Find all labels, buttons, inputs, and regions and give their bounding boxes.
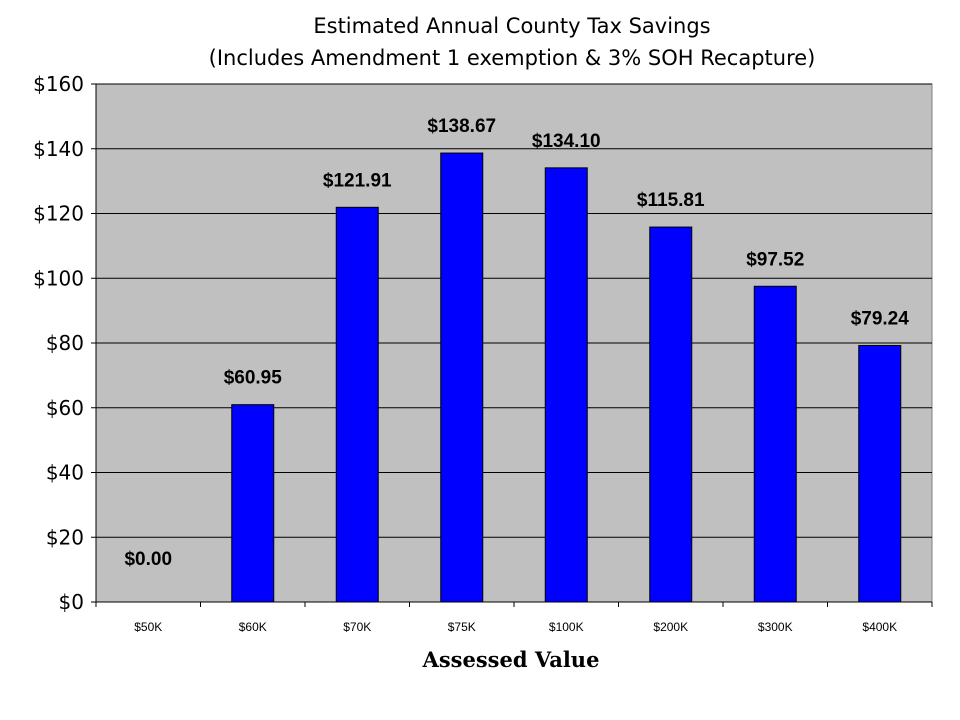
y-tick-label: $120 bbox=[33, 202, 84, 226]
x-tick-label: $200K bbox=[653, 620, 688, 634]
chart-title: Estimated Annual County Tax Savings bbox=[313, 14, 711, 38]
y-tick-label: $80 bbox=[46, 331, 84, 355]
data-label: $121.91 bbox=[323, 170, 392, 191]
data-label: $79.24 bbox=[851, 308, 910, 329]
x-tick-label: $50K bbox=[134, 620, 162, 634]
bar bbox=[335, 206, 379, 603]
x-tick-label: $60K bbox=[239, 620, 267, 634]
bars bbox=[231, 152, 902, 603]
y-tick-label: $0 bbox=[59, 590, 84, 614]
bar bbox=[440, 152, 484, 603]
bar bbox=[544, 167, 588, 603]
x-tick-label: $100K bbox=[549, 620, 584, 634]
data-label: $97.52 bbox=[746, 249, 804, 270]
data-label: $60.95 bbox=[224, 368, 283, 389]
chart-subtitle: (Includes Amendment 1 exemption & 3% SOH… bbox=[208, 46, 816, 70]
data-label: $115.81 bbox=[637, 190, 705, 211]
y-tick-label: $20 bbox=[46, 525, 84, 549]
x-tick-label: $70K bbox=[343, 620, 371, 634]
bar bbox=[649, 226, 693, 603]
x-tick-label: $75K bbox=[448, 620, 476, 634]
y-axis-ticks: $0 $20 $40 $60 $80 $100 $120 $140 $160 bbox=[33, 72, 96, 614]
y-tick-label: $140 bbox=[33, 137, 84, 161]
y-tick-label: $40 bbox=[46, 461, 84, 485]
y-tick-label: $160 bbox=[33, 72, 84, 96]
y-tick-label: $60 bbox=[46, 396, 84, 420]
x-axis-label: Assessed Value bbox=[422, 647, 600, 672]
data-labels: $0.00 $60.95 $121.91 $138.67 $134.10 $115.81 $… bbox=[124, 116, 909, 570]
x-tick-label: $400K bbox=[862, 620, 897, 634]
data-label: $0.00 bbox=[124, 549, 172, 570]
bar bbox=[231, 404, 275, 603]
data-label: $134.10 bbox=[532, 131, 601, 152]
data-label: $138.67 bbox=[427, 116, 496, 137]
x-tick-label: $300K bbox=[758, 620, 793, 634]
x-axis-ticks: $50K $60K $70K $75K $100K $200K $300K $400K bbox=[95, 602, 933, 634]
bar bbox=[753, 285, 797, 603]
y-tick-label: $100 bbox=[33, 266, 84, 290]
bar bbox=[858, 344, 902, 603]
